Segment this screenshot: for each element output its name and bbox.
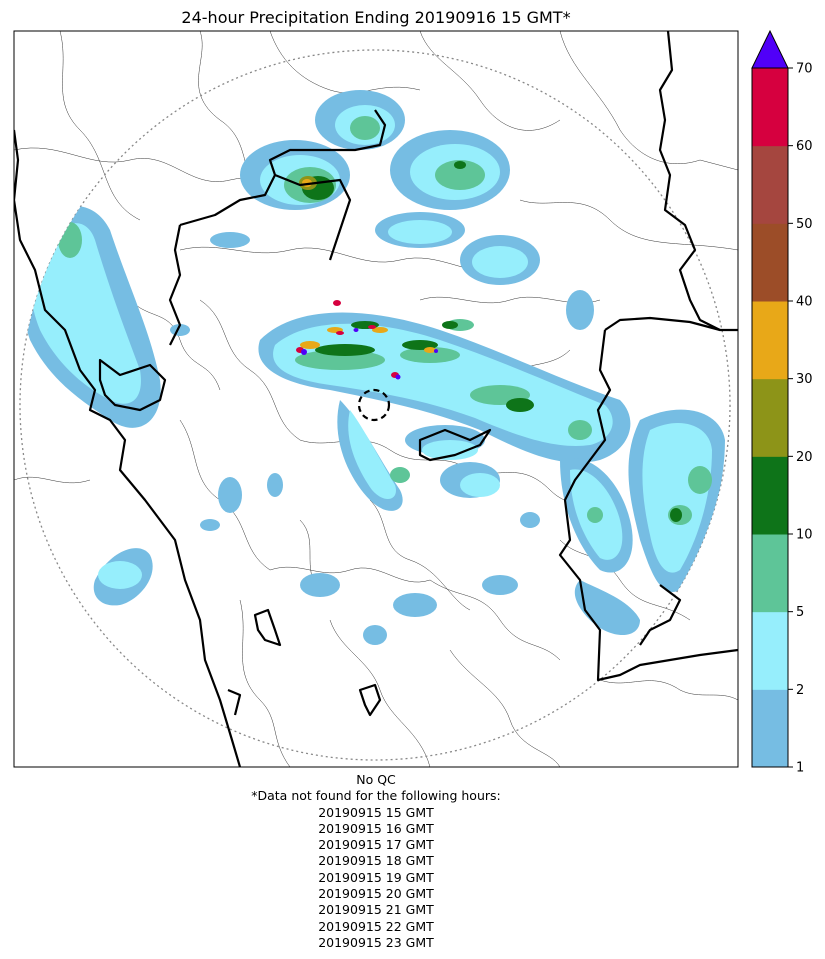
missing-hour-item: 20190915 15 GMT [318,804,434,820]
colorbar-tick-label: 40 [796,295,813,310]
colorbar-tick-label: 5 [796,605,804,620]
missing-hour-item: 20190915 17 GMT [318,837,434,853]
state-boundaries [14,31,738,767]
colorbar-segment [752,301,788,380]
colorbar-segment [752,611,788,690]
colorbar-segment [752,534,788,613]
radar-range-ring [19,49,731,761]
missing-hour-item: 20190915 21 GMT [318,902,434,918]
missing-hour-item: 20190915 20 GMT [318,886,434,902]
precipitation-field [20,90,725,645]
colorbar-segment [752,68,788,147]
missing-hours-list: 20190915 15 GMT 20190915 16 GMT 20190915 1… [14,805,738,952]
colorbar-tick-label: 30 [796,372,813,387]
colorbar-segment [752,145,788,224]
colorbar-segment [752,223,788,302]
colorbar-tick-label: 2 [796,683,804,698]
missing-data-note: *Data not found for the following hours: [251,788,501,804]
map-title: 24-hour Precipitation Ending 20190916 15… [181,8,571,27]
colorbar-tick-label: 1 [796,761,804,776]
colorbar-tick-label: 10 [796,528,813,543]
missing-hour-item: 20190915 19 GMT [318,869,434,885]
colorbar-segment [752,378,788,457]
missing-hour-item: 20190915 22 GMT [318,918,434,934]
colorbar-segment [752,689,788,768]
colorbar-tick-label: 50 [796,217,813,232]
map-frame [13,30,739,768]
radar-site-marker [357,388,391,422]
colorbar-tick-label: 60 [796,139,813,154]
colorbar-extend-arrow [751,29,789,69]
footer-notes: No QC *Data not found for the following … [14,772,738,951]
missing-hour-item: 20190915 23 GMT [318,934,434,950]
qc-note: No QC [356,772,396,787]
colorbar-outline [751,67,789,768]
colorbar-tick-label: 20 [796,450,813,465]
colorbar-segment [752,456,788,535]
missing-hour-item: 20190915 18 GMT [318,853,434,869]
missing-hour-item: 20190915 16 GMT [318,820,434,836]
colorbar-tick-label: 70 [796,62,813,77]
